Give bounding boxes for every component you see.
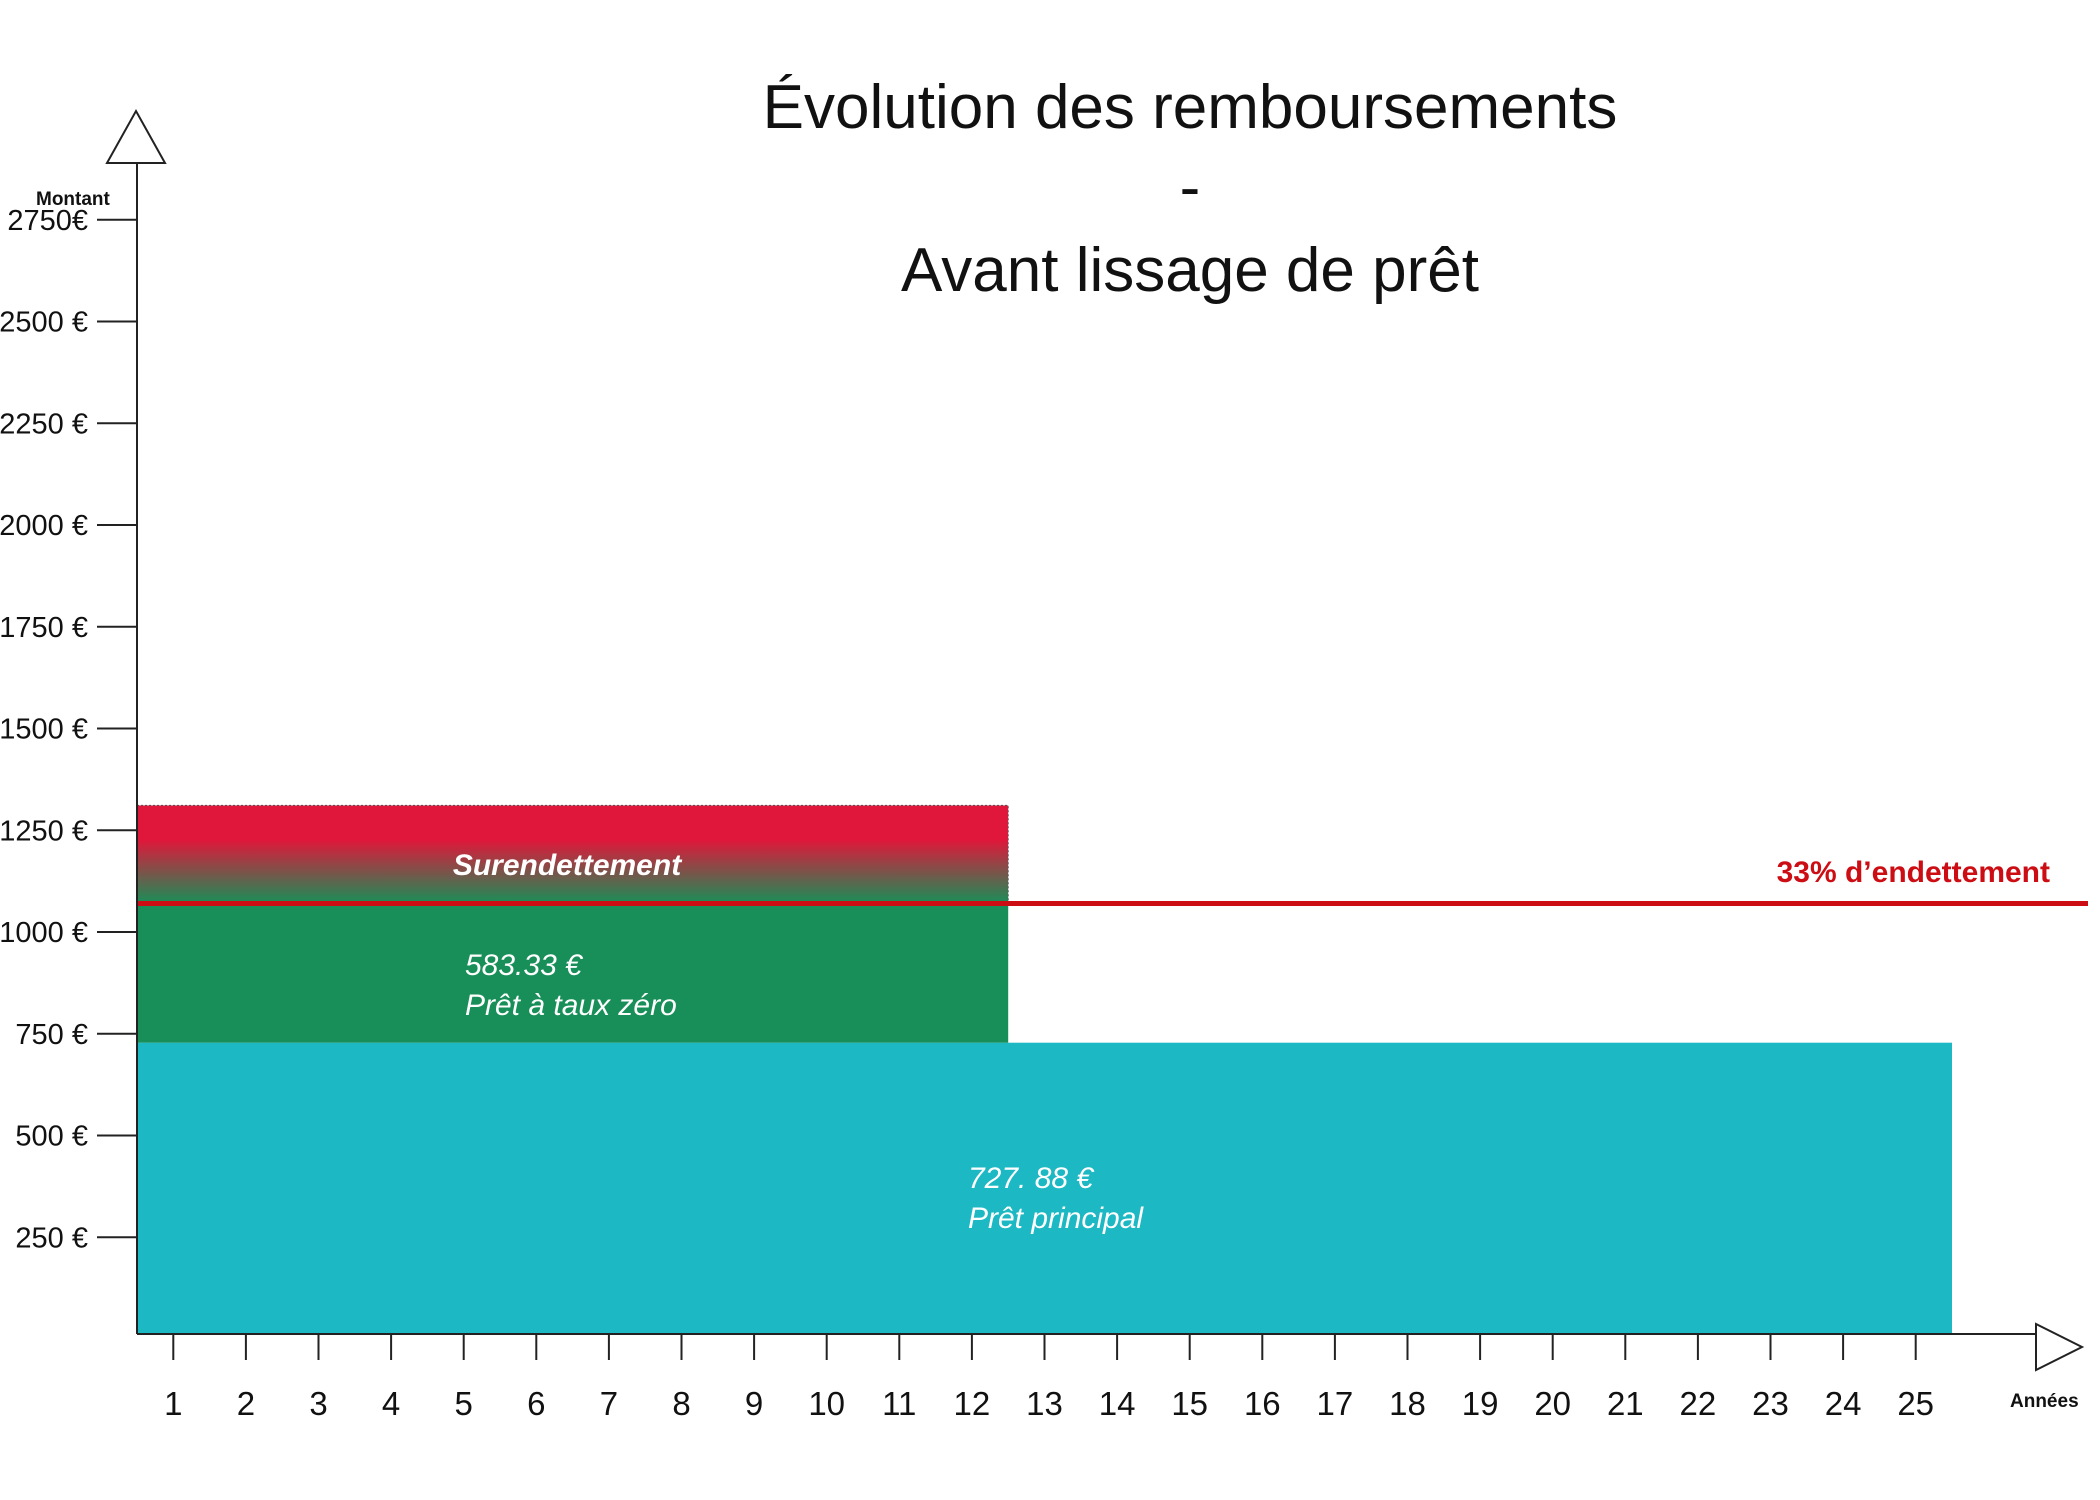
x-tick-label: 4 xyxy=(382,1385,400,1422)
x-tick-label: 2 xyxy=(237,1385,255,1422)
chart-subtitle: Avant lissage de prêt xyxy=(901,236,1479,305)
title-separator: - xyxy=(1179,153,1201,222)
y-axis-title: Montant xyxy=(36,189,111,210)
x-tick-label: 6 xyxy=(527,1385,545,1422)
x-tick-label: 13 xyxy=(1026,1385,1063,1422)
y-tick-label: 1750 € xyxy=(0,612,88,644)
pret-principal-label: Prêt principal xyxy=(968,1202,1144,1235)
x-tick-label: 24 xyxy=(1825,1385,1862,1422)
y-tick-label: 2750€ xyxy=(7,205,88,237)
bar-pret-principal xyxy=(137,1042,1952,1334)
x-tick-label: 15 xyxy=(1171,1385,1208,1422)
y-tick-label: 2000 € xyxy=(0,510,88,542)
x-tick-label: 16 xyxy=(1244,1385,1281,1422)
surendettement-label: Surendettement xyxy=(453,849,683,882)
x-tick-label: 17 xyxy=(1317,1385,1354,1422)
y-tick-label: 1250 € xyxy=(0,815,88,847)
y-tick-label: 500 € xyxy=(15,1121,88,1153)
x-tick-label: 8 xyxy=(672,1385,690,1422)
pret-principal-amount: 727. 88 € xyxy=(968,1162,1094,1195)
pret-taux-zero-amount: 583.33 € xyxy=(465,949,583,982)
y-axis-arrow xyxy=(105,108,167,164)
y-tick-label: 1000 € xyxy=(0,917,88,949)
x-tick-label: 12 xyxy=(954,1385,991,1422)
x-tick-label: 10 xyxy=(808,1385,845,1422)
x-tick-label: 20 xyxy=(1534,1385,1571,1422)
y-tick-label: 1500 € xyxy=(0,714,88,746)
y-tick-label: 250 € xyxy=(15,1222,88,1254)
x-tick-label: 11 xyxy=(882,1385,916,1422)
bar-pret-taux-zero xyxy=(137,903,1009,1043)
x-axis-title: Années xyxy=(2010,1391,2079,1412)
x-axis-arrow xyxy=(2035,1322,2085,1372)
x-tick-label: 9 xyxy=(745,1385,763,1422)
x-tick-label: 3 xyxy=(309,1385,327,1422)
x-tick-label: 18 xyxy=(1389,1385,1426,1422)
threshold-label: 33% d’endettement xyxy=(1777,856,2050,889)
x-tick-label: 5 xyxy=(455,1385,473,1422)
x-tick-label: 1 xyxy=(164,1385,182,1422)
y-tick-label: 750 € xyxy=(15,1019,88,1051)
x-tick-label: 23 xyxy=(1752,1385,1789,1422)
y-tick-label: 2250 € xyxy=(0,408,88,440)
y-tick-label: 2500 € xyxy=(0,307,88,339)
x-tick-label: 14 xyxy=(1099,1385,1136,1422)
x-tick-label: 19 xyxy=(1462,1385,1499,1422)
x-tick-label: 22 xyxy=(1680,1385,1717,1422)
x-tick-label: 21 xyxy=(1607,1385,1644,1422)
chart-title: Évolution des remboursements xyxy=(762,73,1618,142)
x-tick-label: 25 xyxy=(1897,1385,1934,1422)
pret-taux-zero-label: Prêt à taux zéro xyxy=(465,989,677,1022)
x-tick-label: 7 xyxy=(600,1385,618,1422)
